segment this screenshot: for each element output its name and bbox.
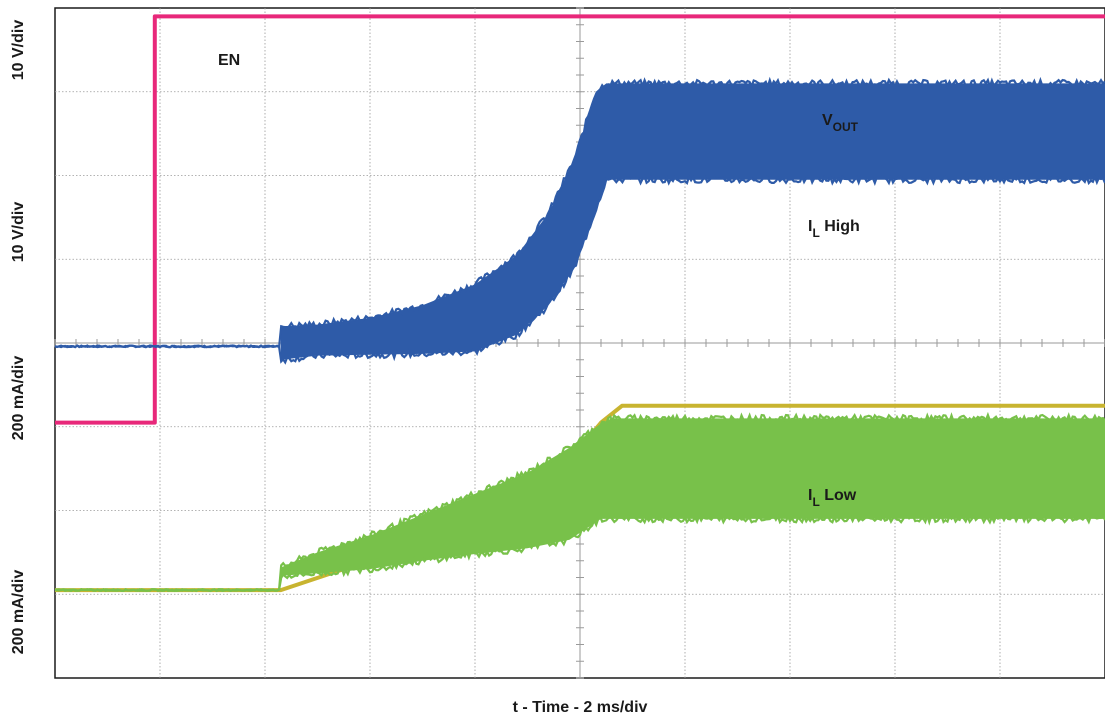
y-axis-label-ch4: 200 mA/div xyxy=(10,570,27,655)
y-axis-label-ch1: 10 V/div xyxy=(10,20,27,81)
x-axis-label: t - Time - 2 ms/div xyxy=(513,699,648,716)
y-axis-label-ch3: 200 mA/div xyxy=(10,356,27,441)
signal-label: EN xyxy=(218,52,240,69)
y-axis-label-ch2: 10 V/div xyxy=(10,202,27,263)
